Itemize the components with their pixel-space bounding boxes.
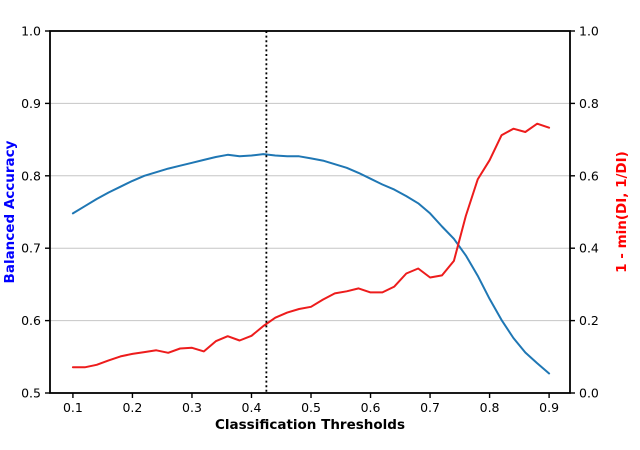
x-tick-label: 0.8: [480, 400, 500, 415]
x-tick-label: 0.4: [242, 400, 262, 415]
axes-spines: [49, 30, 571, 394]
x-tick-label: 0.9: [539, 400, 559, 415]
x-tick-label: 0.1: [63, 400, 83, 415]
left-y-tick-label: 0.8: [21, 168, 41, 183]
left-y-tick-label: 0.7: [21, 241, 41, 256]
tick-labels: 0.1 0.2 0.3 0.4 0.5 0.6 0.7 0.8 0.9 0.5 0.6 0.7 0.8 0…: [21, 24, 599, 416]
gridlines: [50, 102, 570, 322]
left-y-tick-label: 1.0: [21, 24, 41, 39]
axis-titles: Classification Thresholds Balanced Accur…: [2, 140, 630, 433]
right-y-tick-label: 0.2: [579, 313, 599, 328]
right-y-tick-label: 1.0: [579, 24, 599, 39]
left-y-tick-label: 0.5: [21, 386, 41, 401]
left-y-tick-label: 0.6: [21, 313, 41, 328]
right-y-tick-label: 0.4: [579, 241, 599, 256]
left-y-tick-label: 0.9: [21, 96, 41, 111]
right-y-axis-title: 1 - min(DI, 1/DI): [614, 151, 630, 273]
right-y-tick-label: 0.0: [579, 386, 599, 401]
right-y-tick-label: 0.6: [579, 168, 599, 183]
plot-border: [49, 30, 571, 394]
tick-marks: [45, 30, 575, 398]
x-tick-label: 0.2: [122, 400, 142, 415]
x-axis-title: Classification Thresholds: [215, 417, 405, 433]
right-y-tick-label: 0.8: [579, 96, 599, 111]
x-tick-label: 0.6: [361, 400, 381, 415]
series-lines: [71, 122, 551, 375]
series-line-balanced-accuracy: [71, 153, 551, 375]
left-y-axis-title: Balanced Accuracy: [2, 140, 18, 283]
x-tick-label: 0.5: [301, 400, 321, 415]
x-tick-label: 0.7: [420, 400, 440, 415]
series-line-disparate-impact: [71, 122, 551, 369]
x-tick-label: 0.3: [182, 400, 202, 415]
